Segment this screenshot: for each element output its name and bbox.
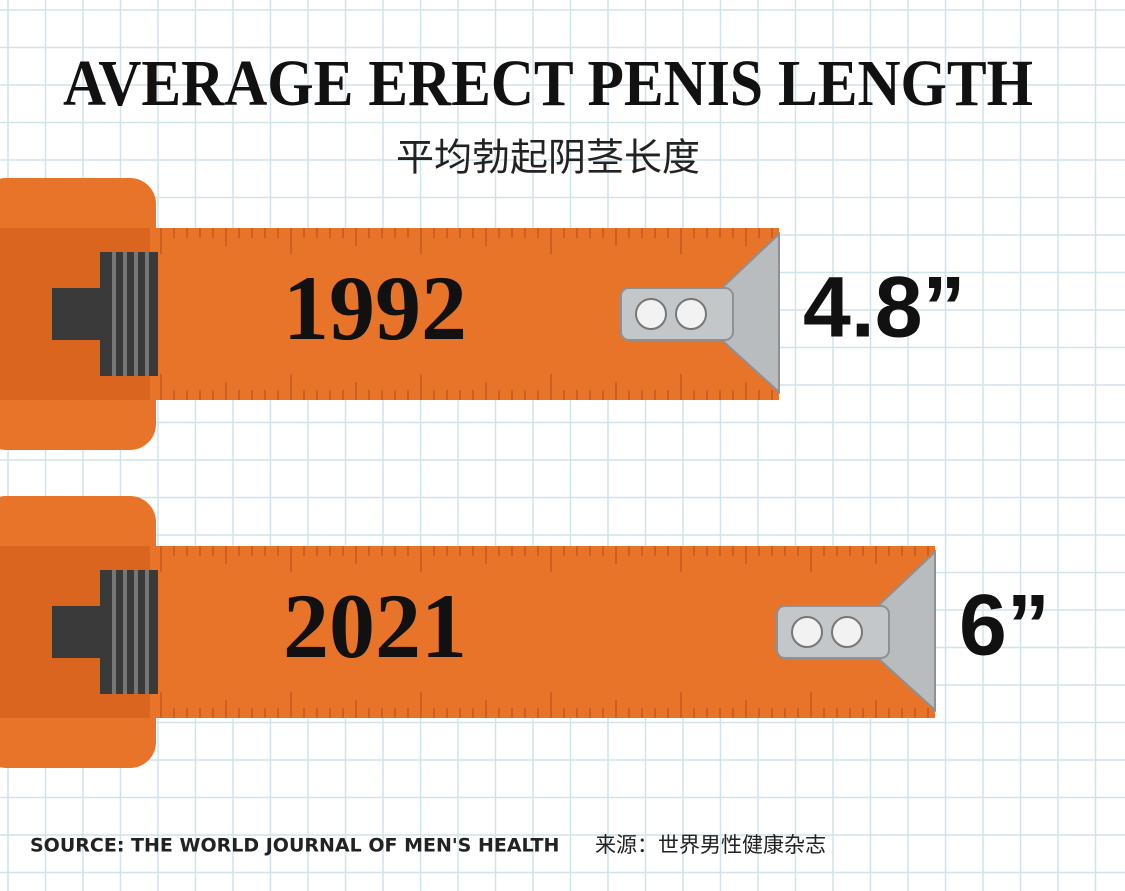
tape-hook xyxy=(879,549,936,713)
clip-ridge xyxy=(145,252,149,376)
clip-block xyxy=(100,252,158,376)
clip-ridge xyxy=(145,570,149,694)
hook-rivet xyxy=(831,616,863,648)
clip-ridge xyxy=(112,252,116,376)
source: SOURCE: THE WORLD JOURNAL OF MEN'S HEALT… xyxy=(30,835,559,857)
hook-rivet xyxy=(635,298,667,330)
category-label: 2021 xyxy=(283,575,467,677)
tapes: 1992 4.8” 2021 6” xyxy=(0,178,1050,768)
chart-subtitle: 平均勃起阴茎长度 xyxy=(396,136,700,180)
category-label: 1992 xyxy=(283,257,467,359)
tape-ticks xyxy=(160,228,773,400)
clip-ridge xyxy=(123,570,127,694)
tape-ticks xyxy=(160,546,929,718)
chart-title: AVERAGE ERECT PENIS LENGTH xyxy=(63,47,1033,120)
clip-ridge xyxy=(134,252,138,376)
clip-tab xyxy=(52,288,102,340)
clip-ridge xyxy=(112,570,116,694)
source-cn: 来源：世界男性健康杂志 xyxy=(595,833,826,857)
clip-ridge xyxy=(134,570,138,694)
value-label: 6” xyxy=(959,578,1050,674)
hook-rivet xyxy=(791,616,823,648)
hook-rivet xyxy=(675,298,707,330)
value-label: 4.8” xyxy=(803,260,966,356)
clip-tab xyxy=(52,606,102,658)
tape-hook xyxy=(723,231,780,395)
clip-block xyxy=(100,570,158,694)
clip-ridge xyxy=(123,252,127,376)
